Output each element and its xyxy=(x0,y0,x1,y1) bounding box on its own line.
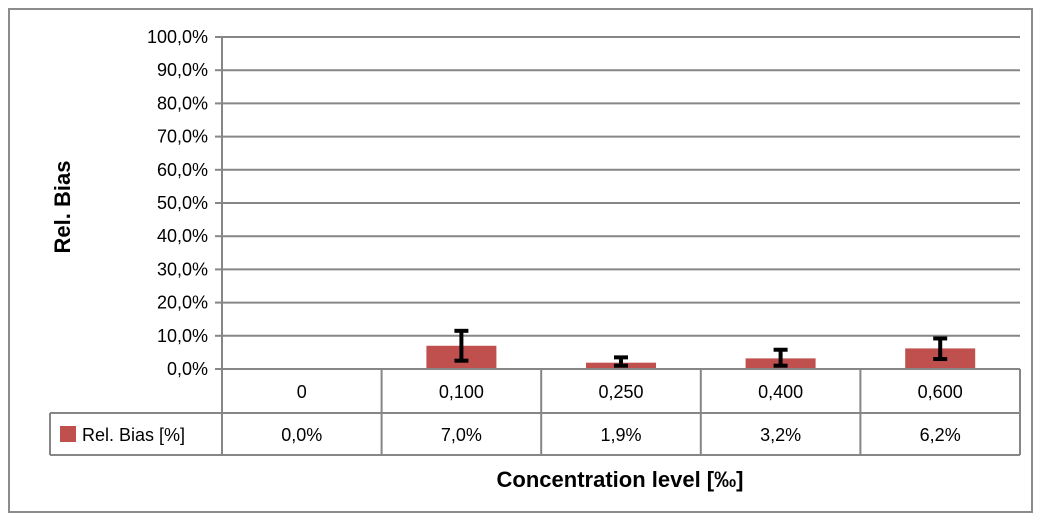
legend-swatch xyxy=(60,426,76,442)
y-tick-label: 10,0% xyxy=(157,326,208,346)
error-bars xyxy=(454,328,948,368)
legend-series-name: Rel. Bias [%] xyxy=(82,425,185,445)
error-bar xyxy=(933,336,948,362)
y-tick-label: 100,0% xyxy=(147,27,208,47)
y-tick-label: 20,0% xyxy=(157,293,208,313)
error-bar xyxy=(773,347,788,368)
y-tick-label: 50,0% xyxy=(157,193,208,213)
y-tick-label: 0,0% xyxy=(167,359,208,379)
error-bar xyxy=(454,328,469,363)
chart-border xyxy=(8,8,1033,513)
data-table-value: 6,2% xyxy=(920,425,961,445)
x-category-label: 0,250 xyxy=(598,382,643,402)
data-table-value: 3,2% xyxy=(760,425,801,445)
x-category-label: 0 xyxy=(297,382,307,402)
y-tick-label: 30,0% xyxy=(157,259,208,279)
x-category-label: 0,600 xyxy=(918,382,963,402)
gridlines xyxy=(215,36,1020,370)
data-table-value: 1,9% xyxy=(600,425,641,445)
y-tick-label: 80,0% xyxy=(157,93,208,113)
data-table: 0 0,100 0,250 0,400 0,600 0,0% 7,0% 1,9% 3,2% 6,2… xyxy=(49,368,1021,456)
x-category-label: 0,400 xyxy=(758,382,803,402)
error-bar xyxy=(614,355,628,368)
y-tick-label: 70,0% xyxy=(157,127,208,147)
y-tick-label: 90,0% xyxy=(157,60,208,80)
x-category-label: 0,100 xyxy=(439,382,484,402)
y-axis-ticks: 0,0% 10,0% 20,0% 30,0% 40,0% 50,0% 60,0% 70,0% 8… xyxy=(147,27,208,379)
y-axis-title: Rel. Bias xyxy=(50,161,75,254)
data-table-value: 7,0% xyxy=(441,425,482,445)
y-tick-label: 60,0% xyxy=(157,160,208,180)
data-table-value: 0,0% xyxy=(281,425,322,445)
y-tick-label: 40,0% xyxy=(157,226,208,246)
x-axis-title: Concentration level [‰] xyxy=(497,467,744,492)
